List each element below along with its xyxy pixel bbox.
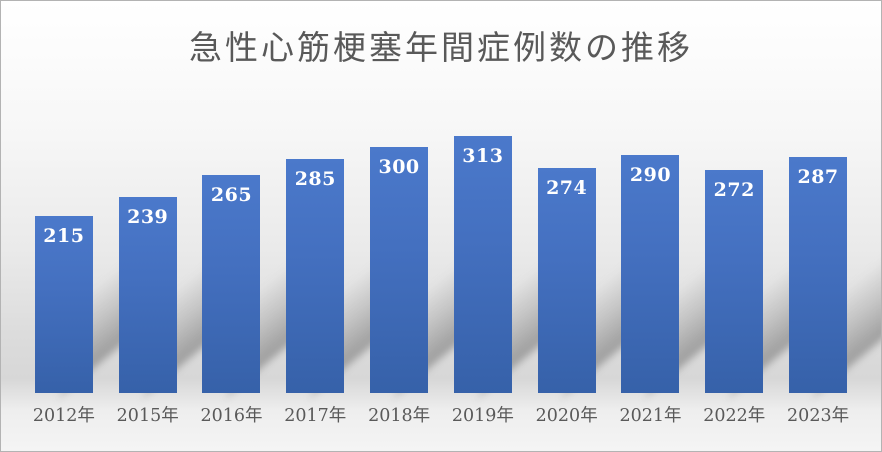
x-axis-label: 2012年	[32, 406, 95, 426]
x-axis-label: 2016年	[200, 406, 263, 426]
bar: 285	[286, 159, 345, 393]
bar-column: 313 2019年	[441, 91, 555, 426]
x-axis-label: 2020年	[535, 406, 598, 426]
bar-column: 285 2017年	[273, 91, 388, 426]
bar: 274	[537, 168, 596, 393]
x-axis-label: 2018年	[368, 406, 431, 426]
bar: 239	[118, 197, 177, 393]
bar-column: 287 2023年	[776, 91, 881, 426]
bar-column: 215 2012年	[22, 91, 136, 426]
bar-column: 239 2015年	[106, 91, 220, 426]
bar-value-label: 287	[797, 166, 839, 188]
bar-column: 272 2022年	[692, 91, 807, 426]
bar: 313	[453, 136, 512, 393]
bar-chart-plot-area: 215 2012年 239 2015年 265 2016年 285 2017年 300 2018年…	[22, 91, 881, 426]
bar-value-label: 274	[546, 177, 588, 199]
bar: 265	[202, 175, 261, 393]
x-axis-label: 2023年	[787, 406, 850, 426]
bar-column: 290 2021年	[609, 91, 723, 426]
x-axis-label: 2017年	[284, 406, 347, 426]
x-axis-label: 2019年	[451, 406, 514, 426]
bar-value-label: 239	[127, 206, 169, 228]
bar: 300	[370, 147, 429, 393]
bar-value-label: 265	[210, 184, 253, 206]
bar-value-label: 313	[462, 145, 504, 167]
bar: 215	[34, 216, 93, 393]
bar-value-label: 272	[713, 179, 755, 201]
bar: 287	[789, 157, 848, 393]
bar-value-label: 290	[629, 164, 672, 186]
bar-column: 274 2020年	[525, 91, 639, 426]
bar: 272	[705, 170, 764, 393]
bar-value-label: 285	[294, 168, 336, 190]
bar-column: 300 2018年	[357, 91, 472, 426]
bar-value-label: 300	[378, 156, 420, 178]
bar-column: 265 2016年	[190, 91, 304, 426]
x-axis-label: 2022年	[703, 406, 766, 426]
chart-title: 急性心筋梗塞年間症例数の推移	[189, 28, 693, 67]
x-axis-label: 2015年	[116, 406, 179, 426]
bar: 290	[621, 155, 680, 393]
x-axis-label: 2021年	[619, 406, 682, 426]
bar-value-label: 215	[43, 225, 85, 247]
